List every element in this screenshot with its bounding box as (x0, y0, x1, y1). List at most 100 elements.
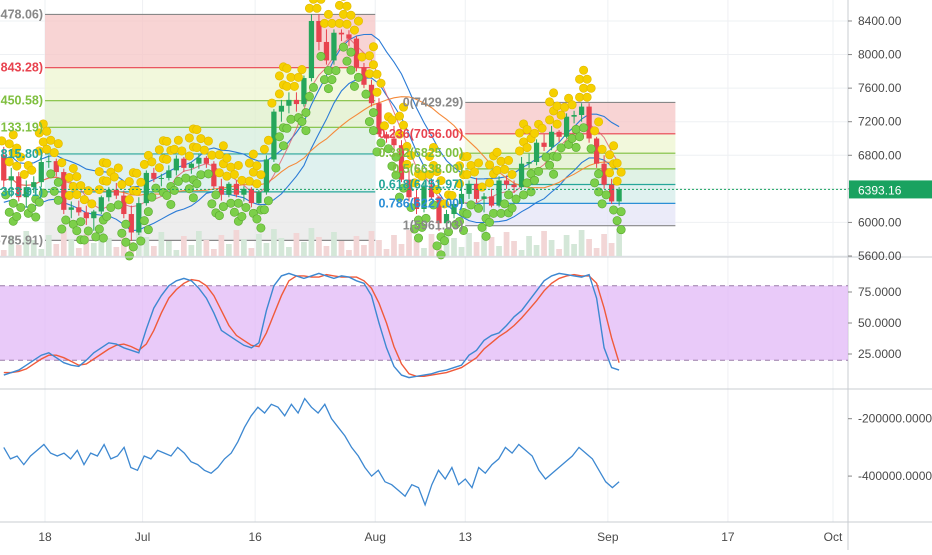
signal-dot-green (124, 251, 134, 261)
volume-bar (601, 234, 607, 256)
x-axis-label: Jul (135, 530, 150, 544)
candle-up (571, 114, 577, 117)
signal-dot-green (181, 173, 191, 183)
candle-up (526, 161, 532, 164)
price-axis-label: 6800.00 (858, 148, 902, 162)
signal-dot-yellow (334, 0, 344, 10)
signal-dot-green (485, 217, 495, 227)
signal-dot-green (372, 147, 382, 157)
candle-up (421, 185, 427, 209)
signal-dot-yellow (334, 18, 344, 28)
signal-dot-green (530, 175, 540, 185)
signal-dot-yellow (248, 149, 258, 159)
x-axis-label: 16 (248, 530, 262, 544)
signal-dot-yellow (244, 158, 254, 168)
candle-up (278, 105, 285, 112)
candle-up (46, 161, 52, 163)
signal-dot-yellow (353, 16, 363, 26)
candle-up (106, 189, 112, 198)
volume-bar (248, 248, 255, 256)
signal-dot-green (349, 81, 359, 91)
signal-dot-yellow (53, 139, 63, 149)
signal-dot-green (489, 208, 499, 218)
signal-dot-yellow (199, 145, 209, 155)
candle-down (203, 157, 209, 164)
signal-dot-yellow (342, 19, 352, 29)
signal-dot-yellow (136, 177, 146, 187)
candle-up (173, 158, 179, 171)
signal-dot-yellow (282, 81, 292, 91)
candle-up (451, 203, 457, 215)
signal-dot-yellow (222, 171, 232, 181)
signal-dot-green (121, 219, 131, 229)
signal-dot-green (98, 233, 108, 243)
signal-dot-yellow (323, 9, 333, 19)
signal-dot-yellow (256, 170, 266, 180)
signal-dot-yellow (545, 115, 555, 125)
signal-dot-yellow (289, 81, 299, 91)
volume-bar (196, 231, 202, 256)
signal-dot-green (83, 226, 93, 236)
signal-dot-yellow (586, 83, 596, 93)
signal-dot-green (511, 194, 521, 204)
volume-bar (503, 232, 510, 256)
signal-dot-green (274, 132, 284, 142)
signal-dot-yellow (192, 125, 202, 135)
candle-down (1, 155, 7, 181)
signal-dot-yellow (147, 157, 157, 167)
signal-dot-green (616, 225, 626, 235)
volume-bar (586, 239, 592, 256)
signal-dot-yellow (549, 88, 559, 98)
signal-dot-green (444, 227, 454, 237)
volume-bar (556, 249, 562, 256)
candle-down (76, 207, 82, 213)
last-price-badge (849, 180, 932, 199)
signal-dot-green (106, 202, 116, 212)
volume-bar (488, 237, 495, 256)
signal-dot-green (34, 197, 44, 207)
signal-dot-green (241, 202, 251, 212)
signal-dot-green (57, 224, 67, 234)
volume-bar (593, 248, 600, 256)
signal-dot-green (184, 184, 194, 194)
volume-bar (376, 240, 382, 256)
signal-dot-yellow (372, 69, 382, 79)
volume-bar (278, 238, 285, 256)
signal-dot-green (147, 192, 157, 202)
signal-dot-green (368, 108, 378, 118)
signal-dot-yellow (327, 18, 337, 28)
signal-dot-green (421, 213, 431, 223)
candle-down (218, 186, 225, 195)
candle-down (391, 138, 397, 146)
signal-dot-green (169, 185, 179, 195)
candle-down (338, 32, 345, 35)
volume-bar (293, 233, 300, 256)
volume-bar (563, 235, 570, 256)
signal-dot-green (233, 198, 243, 208)
candle-down (406, 179, 412, 198)
signal-dot-green (151, 183, 161, 193)
signal-dot-yellow (409, 178, 419, 188)
volume-bar (406, 230, 412, 256)
volume-bar (226, 244, 232, 256)
signal-dot-yellow (72, 190, 82, 200)
volume-bar (23, 231, 30, 256)
volume-bar (173, 250, 180, 256)
signal-dot-green (143, 207, 153, 217)
signal-dot-yellow (177, 146, 187, 156)
signal-dot-green (541, 152, 551, 162)
signal-dot-yellow (267, 98, 277, 108)
signal-dot-yellow (218, 141, 228, 151)
volume-bar (458, 247, 465, 256)
signal-dot-green (203, 169, 213, 179)
volume-bar (203, 240, 210, 256)
signal-dot-yellow (124, 177, 134, 187)
signal-dot-yellow (173, 135, 183, 145)
signal-dot-yellow (196, 134, 206, 144)
candle-down (541, 142, 547, 147)
candle-up (143, 172, 149, 204)
signal-dot-yellow (304, 3, 314, 13)
signal-dot-green (102, 211, 112, 221)
